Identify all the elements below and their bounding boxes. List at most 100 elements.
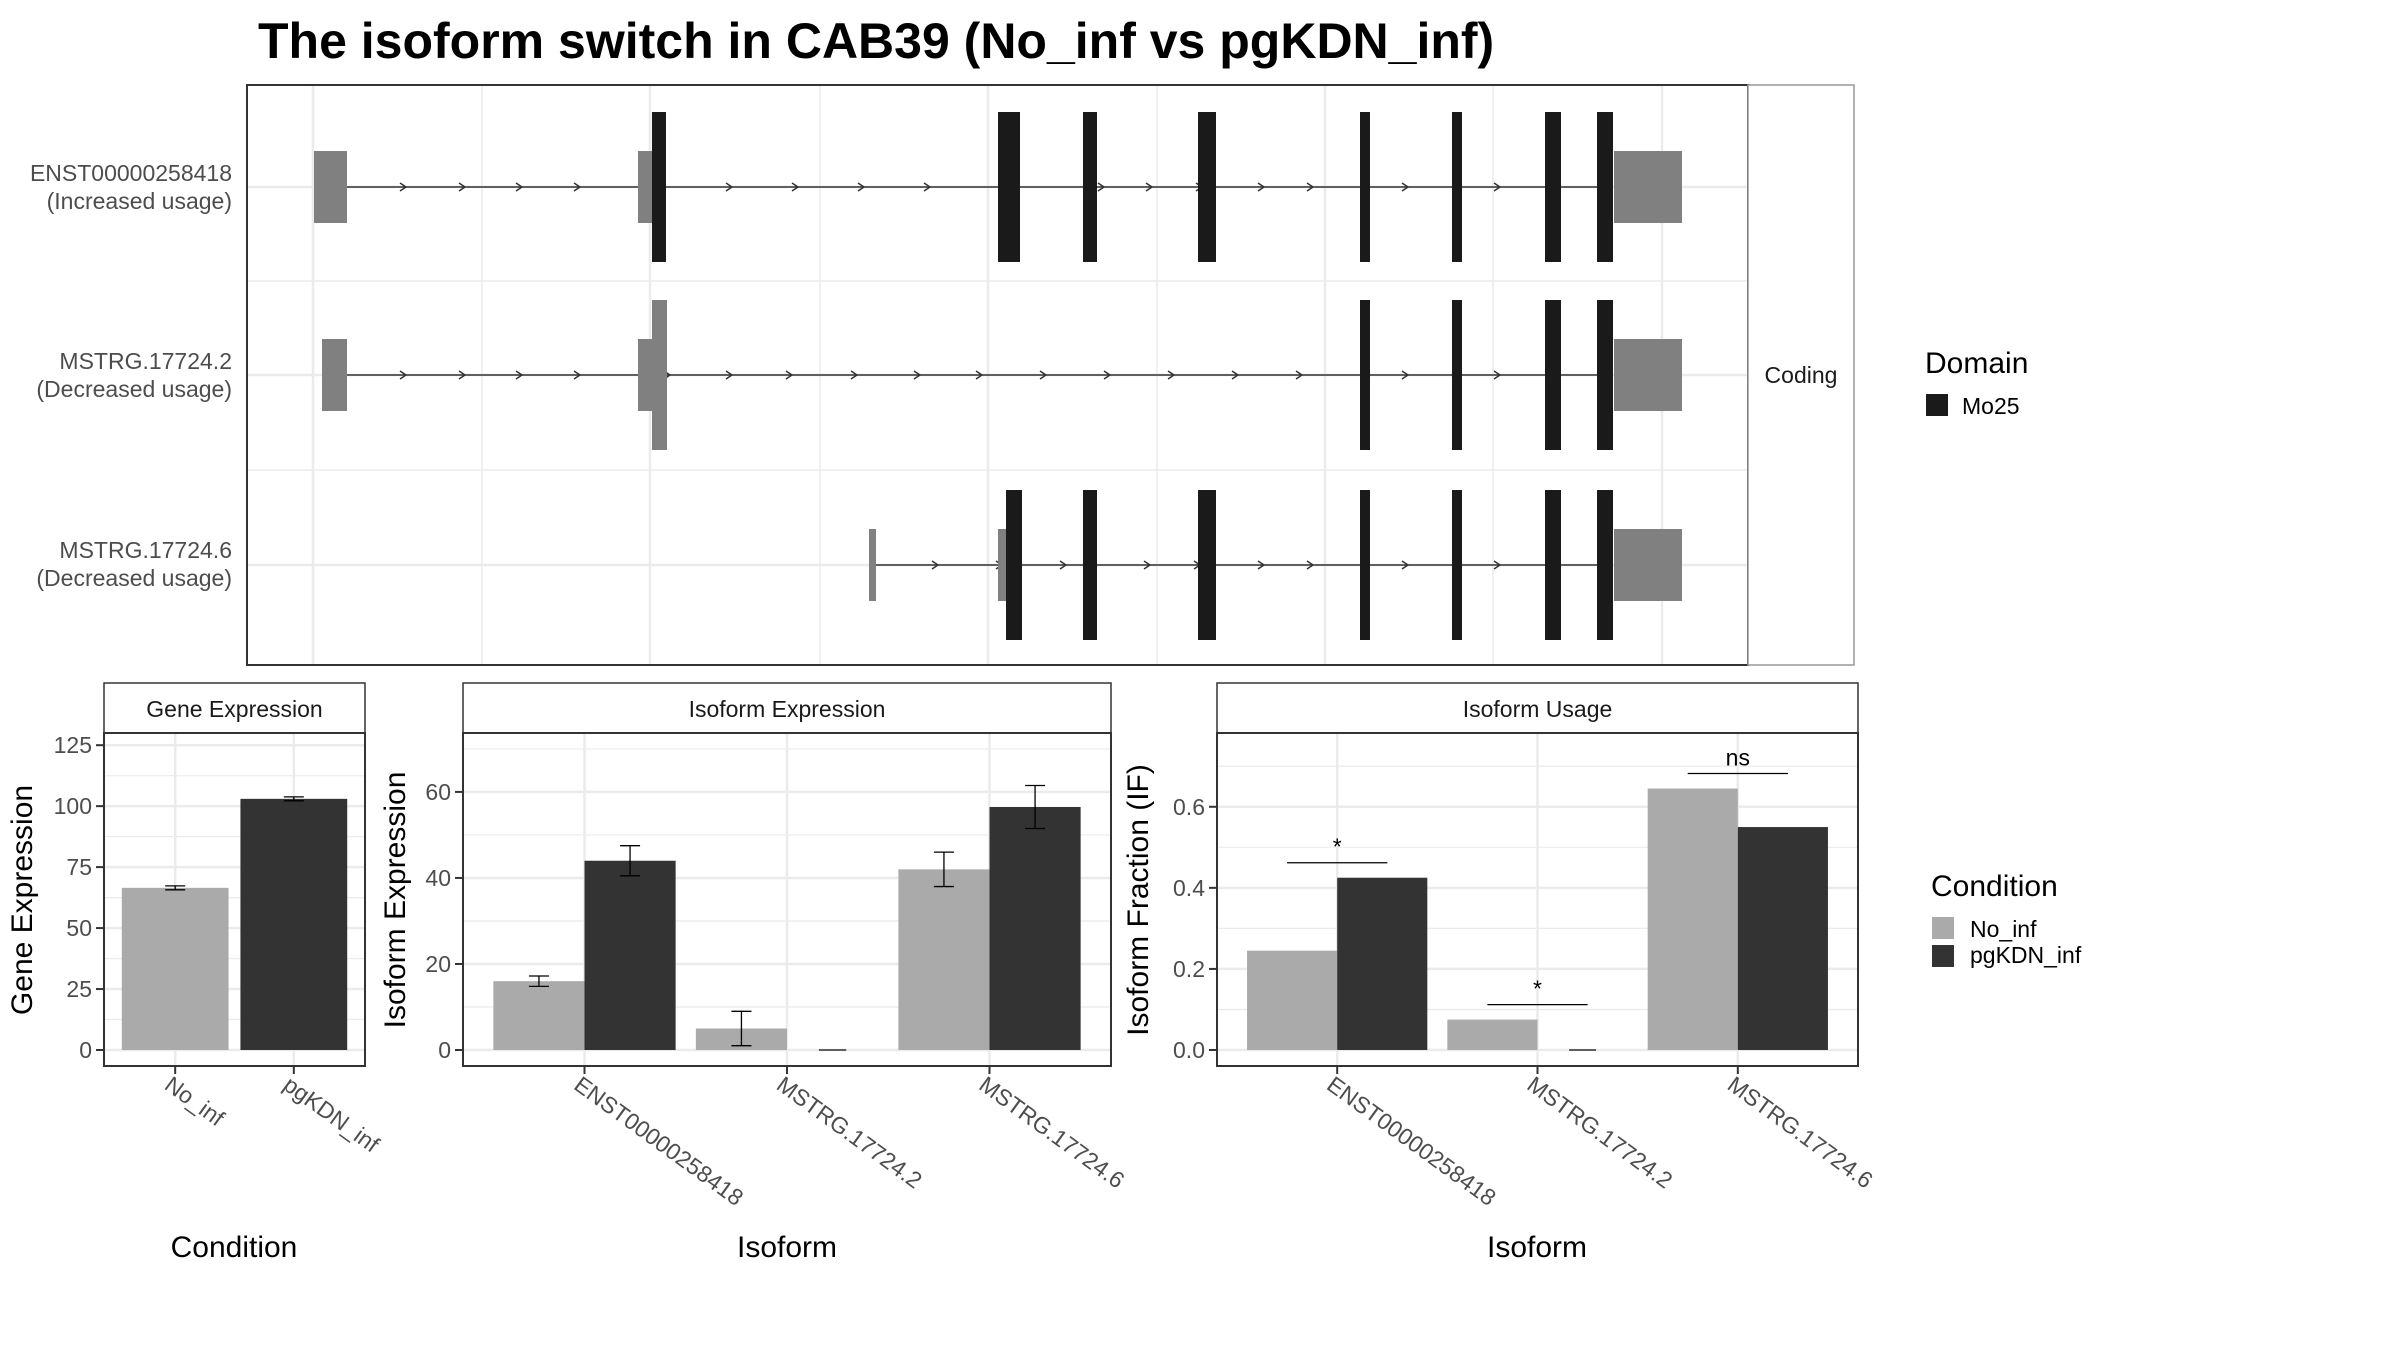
intron-direction-arrow	[791, 182, 800, 192]
intron-direction-arrow	[975, 370, 984, 380]
transcript-usage-2: (Decreased usage)	[36, 376, 232, 402]
intron-direction-arrow	[399, 370, 408, 380]
intron-direction-arrow	[1295, 370, 1304, 380]
mo25-domain-exon	[1006, 490, 1022, 640]
transcript-models	[314, 112, 1682, 640]
noncoding-exon	[322, 339, 347, 411]
intron-direction-arrow	[931, 560, 940, 570]
isoform-usage-strip-label: Isoform Usage	[1463, 696, 1613, 722]
intron-direction-arrow	[850, 370, 859, 380]
y-tick-label: 0.2	[1173, 956, 1205, 982]
intron-direction-arrow	[1493, 560, 1502, 570]
bar	[240, 798, 348, 1050]
intron-direction-arrow	[573, 370, 582, 380]
bar	[493, 981, 585, 1050]
isoform-expression-panel: Isoform Expression 0 20 40 60 ENST000002584…	[379, 682, 1130, 1264]
intron-direction-arrow	[725, 370, 734, 380]
isoform-usage-xlabel: Isoform	[1487, 1231, 1587, 1264]
intron-direction-arrow	[399, 182, 408, 192]
x-tick-label: MSTRG.17724.2	[1523, 1071, 1678, 1193]
intron-direction-arrow	[725, 182, 734, 192]
mo25-domain-exon	[1198, 112, 1216, 262]
mo25-domain-exon	[1452, 112, 1462, 262]
gene-expression-border	[103, 732, 366, 1067]
bar	[989, 806, 1081, 1050]
intron-direction-arrow	[1401, 182, 1410, 192]
condition-legend: Condition No_inf pgKDN_inf	[1931, 870, 2082, 968]
mo25-domain-exon	[1452, 300, 1462, 450]
y-tick-label: 75	[66, 854, 92, 880]
intron-direction-arrow	[1306, 182, 1315, 192]
intron-direction-arrow	[1401, 370, 1410, 380]
intron-direction-arrow	[1039, 370, 1048, 380]
x-tick-label: MSTRG.17724.6	[1723, 1071, 1878, 1193]
figure-title: The isoform switch in CAB39 (No_inf vs p…	[258, 13, 1494, 69]
bar	[121, 887, 229, 1050]
mo25-domain-exon	[652, 112, 666, 262]
y-tick-label: 40	[425, 865, 451, 891]
y-tick-label: 0	[438, 1037, 451, 1063]
transcript-usage-3: (Decreased usage)	[36, 565, 232, 591]
intron-direction-arrow	[1143, 560, 1152, 570]
y-tick-label: 100	[54, 793, 92, 819]
intron-direction-arrow	[573, 182, 582, 192]
isoform-usage-xticks: ENST00000258418 MSTRG.17724.2 MSTRG.17724.…	[1322, 1066, 1878, 1211]
intron-direction-arrow	[913, 370, 922, 380]
domain-legend-label: Mo25	[1962, 393, 2020, 419]
mo25-domain-exon	[1360, 300, 1370, 450]
isoform-expression-yticks: 0 20 40 60	[425, 779, 463, 1063]
bar	[1447, 1019, 1538, 1050]
mo25-domain-exon	[1545, 112, 1561, 262]
x-tick-label: ENST00000258418	[1322, 1071, 1501, 1211]
mo25-domain-exon	[1597, 490, 1613, 640]
significance-label: *	[1333, 834, 1342, 860]
y-tick-label: 0.4	[1173, 875, 1205, 901]
mo25-domain-exon	[1083, 112, 1097, 262]
intron-direction-arrow	[1257, 182, 1266, 192]
bar	[1337, 877, 1428, 1050]
y-tick-label: 125	[54, 732, 92, 758]
gene-expression-ylabel: Gene Expression	[6, 785, 39, 1015]
mo25-domain-exon	[1198, 490, 1216, 640]
mo25-domain-exon	[1597, 300, 1613, 450]
y-tick-label: 50	[66, 915, 92, 941]
isoform-expression-xlabel: Isoform	[737, 1231, 837, 1264]
transcript-label-3: MSTRG.17724.6	[59, 537, 232, 563]
x-tick-label: ENST00000258418	[570, 1071, 749, 1211]
intron-direction-arrow	[785, 370, 794, 380]
noncoding-exon	[1614, 529, 1682, 601]
intron-direction-arrow	[1059, 560, 1068, 570]
coding-strip	[1747, 84, 1855, 666]
intron-direction-arrow	[1306, 560, 1315, 570]
domain-legend-title: Domain	[1925, 347, 2028, 380]
intron-direction-arrow	[1145, 182, 1154, 192]
intron-direction-arrow	[857, 182, 866, 192]
gene-expression-strip-label: Gene Expression	[146, 696, 322, 722]
isoform-usage-ylabel: Isoform Fraction (IF)	[1122, 764, 1155, 1036]
transcript-label-2: MSTRG.17724.2	[59, 348, 232, 374]
y-tick-label: 0.0	[1173, 1037, 1205, 1063]
bar	[1647, 788, 1738, 1050]
legend-key-pgkdn-inf	[1932, 945, 1954, 967]
condition-legend-title: Condition	[1931, 870, 2058, 903]
legend-key-no-inf	[1932, 917, 1954, 939]
mo25-domain-exon	[1597, 112, 1613, 262]
intron-direction-arrow	[1401, 560, 1410, 570]
noncoding-exon	[1614, 339, 1682, 411]
isoform-expression-xticks: ENST00000258418 MSTRG.17724.2 MSTRG.17724.…	[570, 1066, 1130, 1211]
noncoding-exon	[652, 300, 667, 450]
x-tick-label: MSTRG.17724.6	[975, 1071, 1130, 1193]
isoform-expression-bars	[493, 784, 1081, 1051]
x-tick-label: pgKDN_inf	[279, 1071, 385, 1158]
isoform-usage-panel: Isoform Usage * * ns 0.0 0.2 0.4 0.6 ENST0000…	[1122, 682, 1878, 1264]
gene-expression-xlabel: Condition	[171, 1231, 298, 1264]
significance-label: ns	[1726, 745, 1750, 771]
isoform-usage-bars: * * ns	[1247, 745, 1828, 1051]
intron-direction-arrow	[1257, 560, 1266, 570]
intron-direction-arrow	[1103, 370, 1112, 380]
domain-legend-key	[1926, 394, 1948, 416]
mo25-domain-exon	[1545, 300, 1561, 450]
bar	[1247, 950, 1338, 1050]
bar	[1737, 827, 1828, 1050]
